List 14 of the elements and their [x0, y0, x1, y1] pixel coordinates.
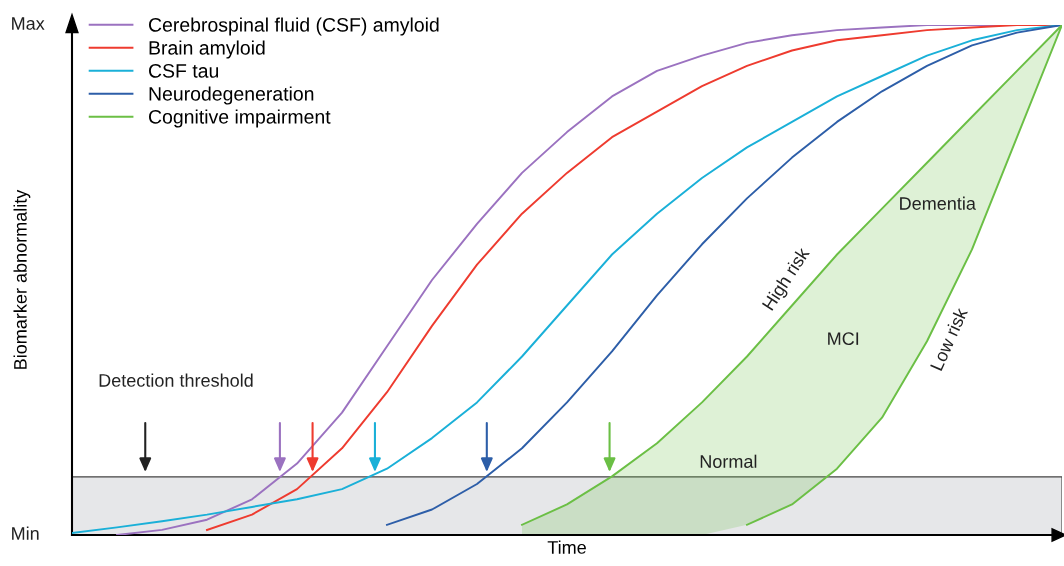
- legend-label: Cognitive impairment: [149, 109, 331, 128]
- legend-label: Neurodegeneration: [149, 86, 314, 105]
- text: Min: [12, 526, 39, 540]
- legend-label: Brain amyloid: [149, 40, 265, 59]
- annotation: Detection threshold: [99, 373, 253, 387]
- annotation: Dementia: [900, 196, 976, 210]
- x-axis-title: Time: [547, 540, 586, 554]
- annotation: Low risk: [929, 306, 969, 372]
- text: Max: [12, 17, 45, 30]
- legend-label: Cerebrospinal fluid (CSF) amyloid: [149, 17, 439, 36]
- annotation: MCI: [828, 332, 859, 346]
- y-axis-title: Biomarker abnormality: [13, 189, 31, 369]
- legend-label: CSF tau: [149, 63, 219, 78]
- annotation: Normal: [700, 454, 757, 468]
